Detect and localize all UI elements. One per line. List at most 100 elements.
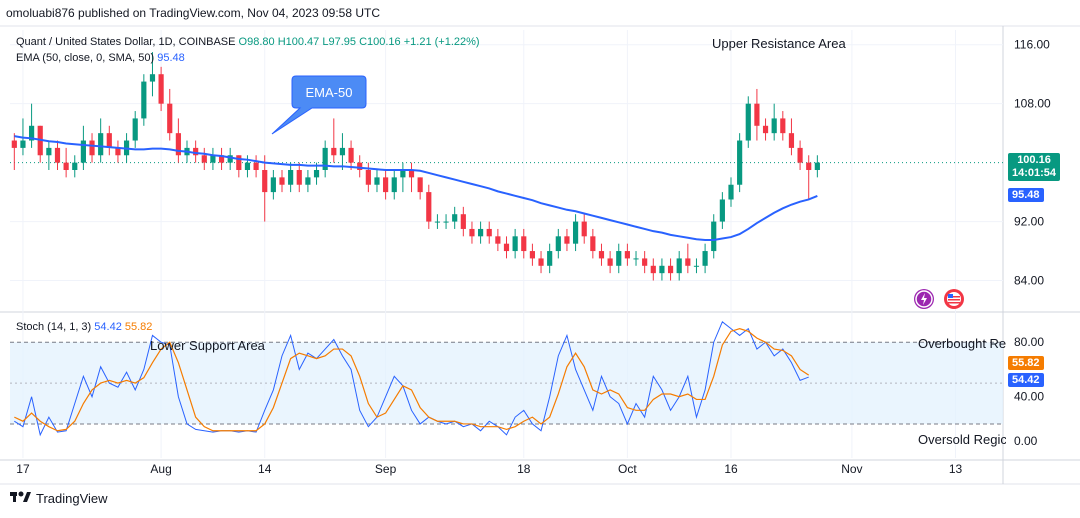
- candle-body: [797, 147, 803, 163]
- candle-body: [408, 170, 415, 178]
- candle-body: [547, 251, 553, 266]
- publisher-header: omoluabi876 published on TradingView.com…: [6, 6, 381, 20]
- candle-body: [348, 147, 354, 163]
- candle-body: [72, 162, 78, 170]
- candle-body: [711, 221, 717, 252]
- stoch-legend: Stoch (14, 1, 3) 54.42 55.82: [16, 321, 152, 333]
- stoch-k-line: [14, 321, 809, 437]
- candle-body: [521, 236, 527, 252]
- candle-body: [417, 177, 423, 193]
- candle-body: [676, 258, 682, 274]
- candle-body: [667, 265, 674, 274]
- time-tick-label: Nov: [841, 462, 862, 476]
- price-tick-label: 116.00: [1014, 38, 1050, 52]
- open-value: O98.80: [238, 36, 275, 48]
- price-tick-label: 108.00: [1014, 97, 1051, 111]
- stoch-tick-label: 0.00: [1014, 434, 1038, 448]
- high-value: H100.47: [277, 36, 320, 48]
- symbol-label: Quant / United States Dollar, 1D, COINBA…: [16, 36, 236, 48]
- stoch-d-value: 55.82: [124, 321, 153, 333]
- stoch-label: Stoch (14, 1, 3): [16, 321, 92, 333]
- footer-brand: TradingView: [10, 490, 108, 507]
- stoch-d-tag: 55.82: [1008, 356, 1044, 370]
- candle-body: [167, 103, 173, 134]
- candle-body: [616, 251, 622, 266]
- time-tick-label: 16: [724, 462, 738, 476]
- candle-body: [788, 133, 795, 148]
- time-tick-label: 13: [949, 462, 963, 476]
- candle-body: [262, 170, 268, 193]
- candle-body: [650, 265, 656, 274]
- time-tick-label: 17: [16, 462, 30, 476]
- candle-body: [426, 192, 432, 222]
- candle-body: [141, 81, 147, 119]
- candle-body: [11, 140, 17, 148]
- candle-body: [253, 162, 259, 170]
- candle-body: [210, 155, 216, 163]
- lightning-icon[interactable]: [914, 289, 934, 309]
- candle-body: [149, 74, 156, 82]
- candle-body: [20, 140, 26, 148]
- candle-body: [158, 74, 164, 104]
- candle-body: [693, 265, 700, 267]
- candle-body: [374, 177, 380, 185]
- upper-resistance-label: Upper Resistance Area: [712, 36, 846, 51]
- candle-body: [236, 155, 242, 170]
- flag-icon[interactable]: [944, 289, 964, 309]
- close-price-tag: 100.16 14:01:54: [1008, 153, 1061, 181]
- candle-body: [503, 243, 510, 252]
- price-tick-label: 84.00: [1014, 274, 1044, 288]
- candle-body: [806, 162, 812, 170]
- candle-body: [279, 177, 285, 185]
- candle-body: [564, 236, 570, 244]
- ema-legend: EMA (50, close, 0, SMA, 50) 95.48: [16, 52, 185, 64]
- candle-body: [702, 251, 708, 266]
- candle-body: [443, 221, 449, 223]
- brand-name: TradingView: [36, 491, 108, 506]
- stoch-tick-label: 40.00: [1014, 390, 1044, 404]
- candle-body: [244, 162, 251, 170]
- candle-body: [313, 170, 320, 178]
- time-tick-label: Aug: [150, 462, 171, 476]
- price-tick-label: 92.00: [1014, 215, 1044, 229]
- candle-body: [685, 258, 691, 266]
- candle-body: [728, 184, 734, 200]
- candle-body: [555, 236, 561, 252]
- candle-body: [322, 147, 328, 170]
- tradingview-logo-icon: [10, 490, 32, 507]
- candle-body: [633, 258, 639, 260]
- stoch-d-line: [14, 327, 810, 432]
- ema-label: EMA (50, close, 0, SMA, 50): [16, 52, 155, 64]
- candle-body: [452, 214, 458, 222]
- candle-body: [529, 251, 535, 259]
- candle-body: [331, 147, 337, 156]
- candle-body: [193, 147, 199, 156]
- candle-body: [486, 228, 492, 237]
- candle-body: [581, 221, 587, 237]
- stoch-k-value: 54.42: [94, 321, 122, 333]
- candle-body: [132, 118, 138, 141]
- candle-body: [270, 177, 276, 193]
- candle-body: [762, 125, 769, 134]
- candle-body: [89, 140, 95, 156]
- candle-body: [391, 177, 397, 193]
- candle-body: [98, 133, 104, 156]
- candle-body: [218, 155, 225, 163]
- candle-body: [201, 155, 207, 163]
- candle-body: [771, 118, 777, 134]
- low-value: L97.95: [322, 36, 357, 48]
- candle-body: [46, 147, 52, 156]
- candle-body: [63, 162, 69, 170]
- candle-body: [624, 251, 630, 259]
- candle-body: [780, 118, 786, 134]
- candle-body: [607, 258, 613, 266]
- candle-body: [227, 155, 233, 163]
- candle-body: [365, 170, 371, 185]
- ema-callout-bubble: [271, 75, 367, 135]
- candle-body: [460, 214, 466, 229]
- oversold-label: Oversold Regic: [918, 432, 1006, 447]
- stoch-tick-label: 80.00: [1014, 335, 1044, 349]
- candle-body: [495, 236, 501, 244]
- candle-body: [106, 133, 112, 148]
